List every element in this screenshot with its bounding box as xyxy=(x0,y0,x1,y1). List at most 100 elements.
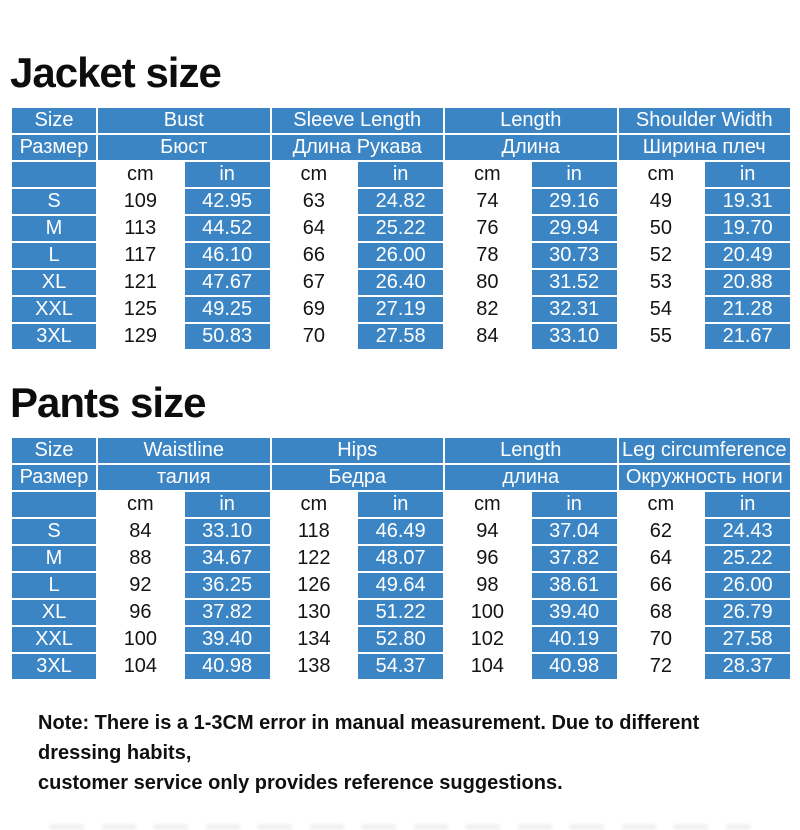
value-cm: 125 xyxy=(96,295,185,324)
column-header-length-ru: Длина xyxy=(443,133,619,162)
value-in: 36.25 xyxy=(182,571,272,600)
value-in: 19.31 xyxy=(703,187,792,216)
value-cm: 84 xyxy=(96,517,185,546)
value-cm: 52 xyxy=(616,241,706,270)
value-cm: 54 xyxy=(616,295,706,324)
value-cm: 104 xyxy=(96,652,185,681)
measurement-note-line2: customer service only provides reference… xyxy=(38,772,563,794)
column-header-size-ru: Размер xyxy=(10,133,98,162)
value-in: 39.40 xyxy=(529,598,619,627)
unit-cm-header: cm xyxy=(96,490,185,519)
pants-section-title: Pants size xyxy=(10,379,206,426)
value-cm: 126 xyxy=(269,571,359,600)
unit-in-header: in xyxy=(356,490,445,519)
value-in: 28.37 xyxy=(703,652,792,681)
value-in: 48.07 xyxy=(356,544,445,573)
value-in: 49.25 xyxy=(182,295,272,324)
value-cm: 104 xyxy=(443,652,532,681)
value-cm: 68 xyxy=(616,598,706,627)
value-in: 30.73 xyxy=(529,241,619,270)
table-row: S 84 33.10 118 46.49 94 37.04 62 24.43 xyxy=(10,517,792,546)
value-cm: 66 xyxy=(269,241,359,270)
value-in: 29.16 xyxy=(529,187,619,216)
measurement-note: Note: There is a 1-3CM error in manual m… xyxy=(38,708,782,798)
size-label: S xyxy=(10,517,98,546)
header-row-en: Size Bust Sleeve Length Length Shoulder … xyxy=(10,106,792,135)
value-in: 26.40 xyxy=(356,268,445,297)
jacket-table-body: S 109 42.95 63 24.82 74 29.16 49 19.31 M 113 44.52 6… xyxy=(10,187,792,351)
value-cm: 100 xyxy=(443,598,532,627)
table-row: M 88 34.67 122 48.07 96 37.82 64 25.22 xyxy=(10,544,792,573)
value-in: 46.49 xyxy=(356,517,445,546)
value-cm: 102 xyxy=(443,625,532,654)
value-cm: 94 xyxy=(443,517,532,546)
size-label: 3XL xyxy=(10,652,98,681)
value-cm: 66 xyxy=(616,571,706,600)
value-in: 27.58 xyxy=(703,625,792,654)
table-row: 3XL 104 40.98 138 54.37 104 40.98 72 28.37 xyxy=(10,652,792,681)
value-cm: 67 xyxy=(269,268,359,297)
column-header-bust-ru: Бюст xyxy=(96,133,272,162)
unit-row: cm in cm in cm in cm in xyxy=(10,160,792,189)
value-in: 24.43 xyxy=(703,517,792,546)
value-in: 34.67 xyxy=(182,544,272,573)
value-in: 31.52 xyxy=(529,268,619,297)
value-cm: 49 xyxy=(616,187,706,216)
value-in: 39.40 xyxy=(182,625,272,654)
table-row: 3XL 129 50.83 70 27.58 84 33.10 55 21.67 xyxy=(10,322,792,351)
unit-cm-header: cm xyxy=(269,490,359,519)
value-in: 25.22 xyxy=(703,544,792,573)
value-in: 26.00 xyxy=(356,241,445,270)
value-in: 37.82 xyxy=(182,598,272,627)
value-cm: 92 xyxy=(96,571,185,600)
value-cm: 118 xyxy=(269,517,359,546)
value-in: 40.19 xyxy=(529,625,619,654)
column-header-size-en: Size xyxy=(10,436,98,465)
column-header-waistline-en: Waistline xyxy=(96,436,272,465)
value-cm: 76 xyxy=(443,214,532,243)
size-label: M xyxy=(10,214,98,243)
value-cm: 50 xyxy=(616,214,706,243)
unit-cm-header: cm xyxy=(443,160,532,189)
size-label: XXL xyxy=(10,295,98,324)
value-in: 40.98 xyxy=(529,652,619,681)
value-in: 51.22 xyxy=(356,598,445,627)
header-row-en: Size Waistline Hips Length Leg circumfer… xyxy=(10,436,792,465)
value-cm: 98 xyxy=(443,571,532,600)
table-row: L 117 46.10 66 26.00 78 30.73 52 20.49 xyxy=(10,241,792,270)
size-label: M xyxy=(10,544,98,573)
pants-table-body: S 84 33.10 118 46.49 94 37.04 62 24.43 M 88 34.67 12… xyxy=(10,517,792,681)
unit-cm-header: cm xyxy=(96,160,185,189)
table-row: XL 121 47.67 67 26.40 80 31.52 53 20.88 xyxy=(10,268,792,297)
size-label: XXL xyxy=(10,625,98,654)
value-cm: 113 xyxy=(96,214,185,243)
value-cm: 72 xyxy=(616,652,706,681)
cropped-next-section-artifact xyxy=(50,824,750,830)
value-in: 29.94 xyxy=(529,214,619,243)
value-cm: 96 xyxy=(96,598,185,627)
column-header-shoulder-en: Shoulder Width xyxy=(616,106,792,135)
value-cm: 82 xyxy=(443,295,532,324)
value-in: 20.49 xyxy=(703,241,792,270)
unit-cm-header: cm xyxy=(616,160,706,189)
unit-row: cm in cm in cm in cm in xyxy=(10,490,792,519)
value-cm: 138 xyxy=(269,652,359,681)
value-cm: 74 xyxy=(443,187,532,216)
column-header-sleeve-ru: Длина Рукава xyxy=(269,133,445,162)
value-cm: 96 xyxy=(443,544,532,573)
unit-cm-header: cm xyxy=(269,160,359,189)
column-header-length-en: Length xyxy=(443,436,619,465)
unit-blank-cell xyxy=(10,490,98,519)
value-cm: 63 xyxy=(269,187,359,216)
pants-size-table: Size Waistline Hips Length Leg circumfer… xyxy=(10,436,792,681)
value-cm: 134 xyxy=(269,625,359,654)
value-cm: 129 xyxy=(96,322,185,351)
unit-in-header: in xyxy=(529,490,619,519)
table-row: XXL 125 49.25 69 27.19 82 32.31 54 21.28 xyxy=(10,295,792,324)
size-label: S xyxy=(10,187,98,216)
column-header-shoulder-ru: Ширина плеч xyxy=(616,133,792,162)
value-in: 32.31 xyxy=(529,295,619,324)
unit-cm-header: cm xyxy=(443,490,532,519)
column-header-size-en: Size xyxy=(10,106,98,135)
value-in: 49.64 xyxy=(356,571,445,600)
